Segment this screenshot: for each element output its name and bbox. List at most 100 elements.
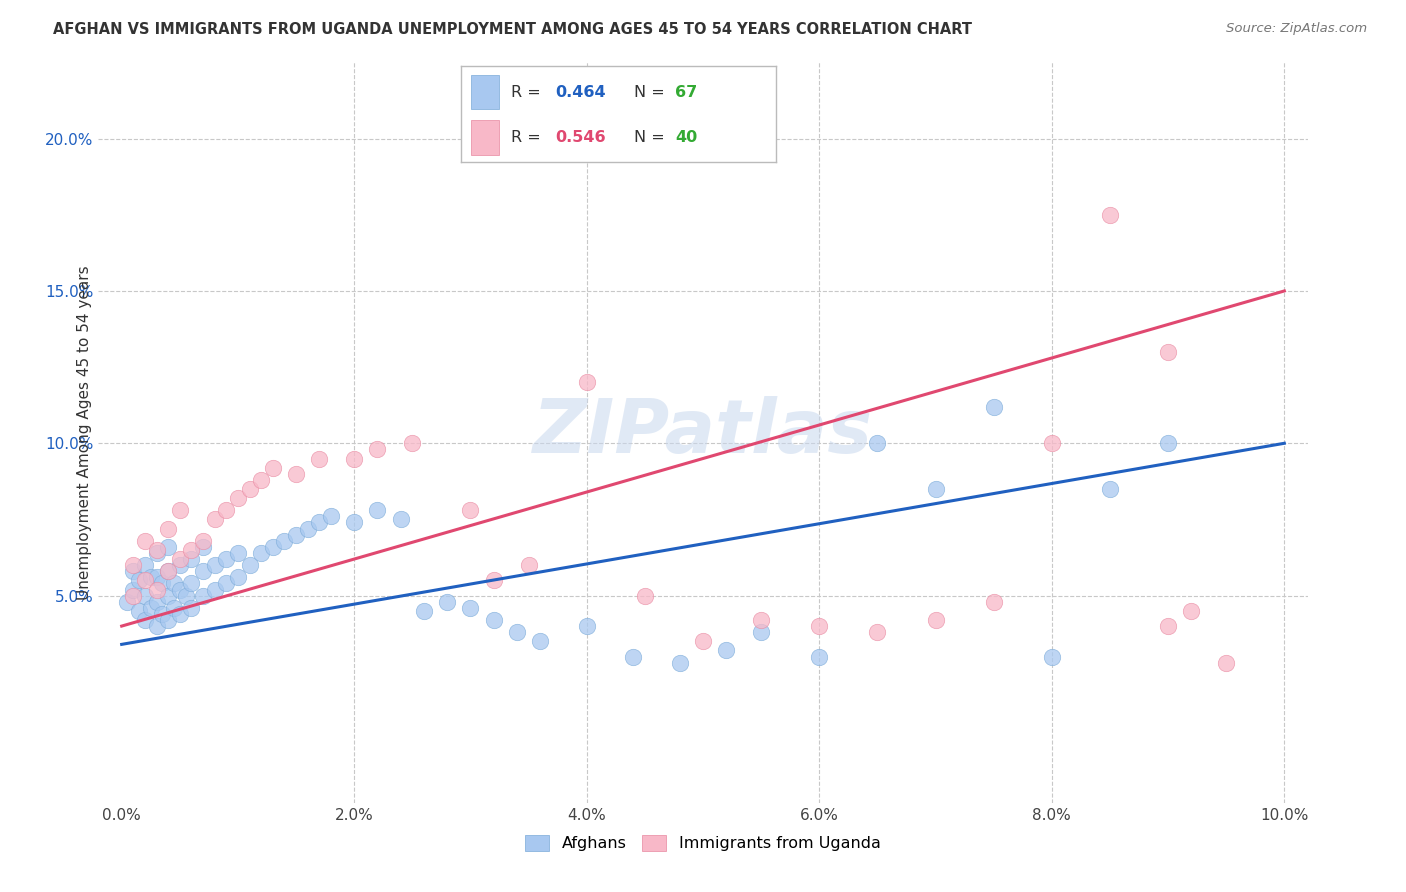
Point	[122, 564, 145, 578]
Point	[226, 570, 249, 584]
Point	[134, 574, 156, 588]
Point	[308, 451, 330, 466]
Point	[517, 558, 540, 573]
Point	[482, 574, 505, 588]
Point	[436, 595, 458, 609]
Point	[139, 570, 162, 584]
Point	[122, 558, 145, 573]
Point	[401, 436, 423, 450]
Point	[163, 600, 186, 615]
Point	[117, 595, 139, 609]
Point	[157, 589, 180, 603]
Point	[139, 600, 162, 615]
Point	[621, 649, 644, 664]
Point	[191, 540, 214, 554]
Point	[389, 512, 412, 526]
Point	[180, 543, 202, 558]
Point	[749, 613, 772, 627]
Point	[529, 634, 551, 648]
Point	[134, 533, 156, 548]
Point	[128, 604, 150, 618]
Point	[319, 509, 342, 524]
Point	[157, 522, 180, 536]
Point	[145, 543, 167, 558]
Point	[226, 491, 249, 505]
Point	[157, 564, 180, 578]
Point	[169, 582, 191, 597]
Point	[308, 516, 330, 530]
Point	[128, 574, 150, 588]
Point	[180, 552, 202, 566]
Point	[1040, 436, 1063, 450]
Point	[204, 582, 226, 597]
Point	[226, 546, 249, 560]
Point	[134, 613, 156, 627]
Point	[366, 503, 388, 517]
Point	[180, 600, 202, 615]
Point	[808, 649, 831, 664]
Point	[1180, 604, 1202, 618]
Legend: Afghans, Immigrants from Uganda: Afghans, Immigrants from Uganda	[519, 829, 887, 858]
Point	[343, 516, 366, 530]
Point	[262, 460, 284, 475]
Point	[122, 582, 145, 597]
Point	[250, 546, 273, 560]
Point	[866, 625, 889, 640]
Point	[145, 546, 167, 560]
Point	[157, 613, 180, 627]
Point	[215, 576, 238, 591]
Point	[191, 589, 214, 603]
Point	[1157, 619, 1180, 633]
Point	[169, 552, 191, 566]
Point	[1098, 208, 1121, 222]
Point	[169, 607, 191, 621]
Point	[343, 451, 366, 466]
Point	[1215, 656, 1237, 670]
Point	[134, 558, 156, 573]
Point	[134, 589, 156, 603]
Text: Source: ZipAtlas.com: Source: ZipAtlas.com	[1226, 22, 1367, 36]
Point	[150, 576, 173, 591]
Point	[145, 570, 167, 584]
Text: AFGHAN VS IMMIGRANTS FROM UGANDA UNEMPLOYMENT AMONG AGES 45 TO 54 YEARS CORRELAT: AFGHAN VS IMMIGRANTS FROM UGANDA UNEMPLO…	[53, 22, 973, 37]
Point	[250, 473, 273, 487]
Point	[634, 589, 657, 603]
Point	[157, 540, 180, 554]
Point	[215, 503, 238, 517]
Point	[808, 619, 831, 633]
Point	[145, 619, 167, 633]
Point	[145, 582, 167, 597]
Point	[866, 436, 889, 450]
Point	[716, 643, 738, 657]
Point	[575, 619, 598, 633]
Point	[1157, 436, 1180, 450]
Point	[163, 576, 186, 591]
Point	[668, 656, 690, 670]
Point	[983, 400, 1005, 414]
Point	[983, 595, 1005, 609]
Point	[366, 442, 388, 457]
Point	[924, 482, 946, 496]
Point	[215, 552, 238, 566]
Point	[482, 613, 505, 627]
Point	[460, 503, 482, 517]
Point	[150, 607, 173, 621]
Point	[273, 533, 295, 548]
Point	[924, 613, 946, 627]
Point	[297, 522, 319, 536]
Point	[191, 533, 214, 548]
Point	[460, 600, 482, 615]
Point	[1040, 649, 1063, 664]
Point	[180, 576, 202, 591]
Point	[174, 589, 197, 603]
Point	[204, 512, 226, 526]
Point	[1098, 482, 1121, 496]
Point	[262, 540, 284, 554]
Point	[1157, 344, 1180, 359]
Point	[239, 558, 262, 573]
Point	[169, 558, 191, 573]
Point	[169, 503, 191, 517]
Point	[191, 564, 214, 578]
Point	[285, 527, 308, 541]
Point	[413, 604, 436, 618]
